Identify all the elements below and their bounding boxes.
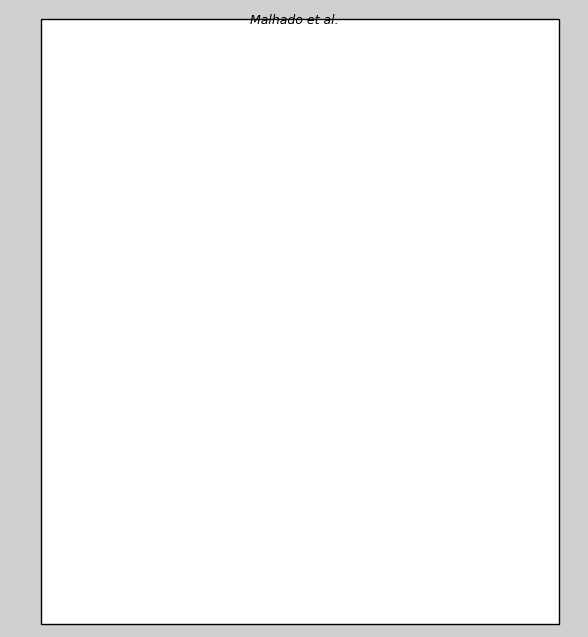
- Point: [262, 69, 272, 80]
- Point: [206, 85, 215, 95]
- Point: [375, 497, 385, 508]
- Point: [149, 489, 159, 499]
- Point: [330, 211, 339, 221]
- Point: [138, 68, 147, 78]
- Point: [296, 483, 306, 494]
- Point: [239, 169, 249, 179]
- Point: [420, 60, 430, 70]
- Point: [319, 512, 328, 522]
- Text: Malhado et al.: Malhado et al.: [250, 14, 338, 27]
- Point: [206, 434, 215, 444]
- Point: [194, 86, 203, 96]
- Point: [341, 205, 350, 215]
- Point: [443, 138, 453, 148]
- Point: [172, 155, 181, 165]
- Point: [251, 69, 260, 80]
- Point: [477, 416, 486, 426]
- Y-axis label: Genetic Values for W365: Genetic Values for W365: [61, 382, 71, 520]
- Point: [500, 423, 509, 433]
- Text: 1,6%: 1,6%: [453, 510, 482, 520]
- Text: 0,8%: 0,8%: [453, 216, 482, 225]
- X-axis label: Year of birth: Year of birth: [289, 315, 358, 325]
- Point: [420, 439, 430, 449]
- Point: [161, 145, 170, 155]
- Point: [262, 442, 272, 452]
- Point: [285, 135, 294, 145]
- Point: [466, 131, 475, 141]
- Text: $R^2=$: $R^2=$: [348, 218, 374, 235]
- Point: [375, 275, 385, 285]
- Point: [455, 96, 464, 106]
- Point: [228, 443, 238, 454]
- Point: [149, 110, 159, 120]
- Point: [194, 443, 203, 453]
- Point: [183, 135, 192, 145]
- Point: [161, 443, 170, 453]
- Point: [217, 428, 226, 438]
- Text: 68,2%: 68,2%: [453, 242, 489, 252]
- Point: [115, 127, 125, 137]
- Y-axis label: Genetic Values for W205: Genetic Values for W205: [44, 95, 54, 233]
- Point: [511, 81, 520, 91]
- Point: [183, 434, 192, 445]
- Point: [409, 135, 419, 145]
- Point: [341, 475, 350, 485]
- Point: [409, 435, 419, 445]
- Point: [251, 437, 260, 447]
- Point: [386, 166, 396, 176]
- Point: [398, 489, 407, 499]
- Point: [285, 482, 294, 492]
- Point: [239, 439, 249, 449]
- Point: [126, 43, 136, 53]
- Point: [500, 145, 509, 155]
- Point: [364, 138, 373, 148]
- Point: [353, 257, 362, 267]
- Point: [308, 478, 317, 488]
- Point: [115, 469, 125, 480]
- Point: [273, 86, 283, 96]
- Point: [488, 433, 497, 443]
- Point: [432, 448, 441, 459]
- Point: [330, 513, 339, 523]
- Point: [488, 54, 497, 64]
- Point: [308, 194, 317, 204]
- Text: $R^2=$: $R^2=$: [348, 513, 374, 529]
- Point: [443, 451, 453, 461]
- Point: [172, 433, 181, 443]
- Point: [386, 411, 396, 421]
- Point: [455, 427, 464, 438]
- Point: [353, 466, 362, 476]
- Point: [432, 81, 441, 91]
- Point: [398, 159, 407, 169]
- Point: [217, 71, 226, 81]
- Point: [138, 478, 147, 488]
- Point: [228, 113, 238, 123]
- Point: [477, 71, 486, 81]
- Point: [364, 443, 373, 454]
- Point: [319, 208, 328, 218]
- Point: [273, 455, 283, 466]
- Point: [296, 170, 306, 180]
- Point: [126, 431, 136, 441]
- Point: [466, 430, 475, 440]
- Point: [511, 415, 520, 425]
- X-axis label: Year of birth: Year of birth: [289, 602, 358, 612]
- Text: 53,6%: 53,6%: [453, 536, 489, 547]
